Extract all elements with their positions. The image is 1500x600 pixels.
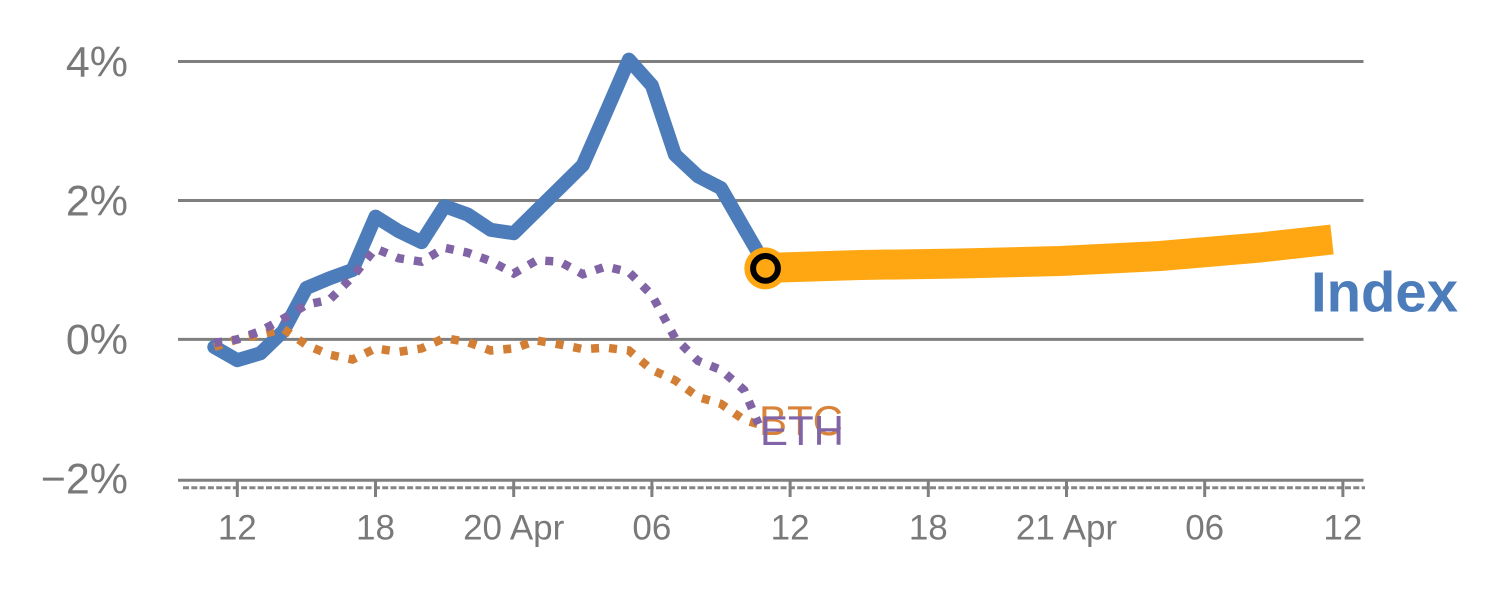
svg-text:ETH: ETH (760, 407, 844, 454)
svg-text:Index: Index (1311, 261, 1458, 325)
svg-text:06: 06 (632, 509, 671, 548)
svg-text:−2%: −2% (41, 456, 128, 504)
svg-text:18: 18 (356, 509, 395, 548)
svg-text:12: 12 (218, 509, 257, 548)
svg-text:12: 12 (1323, 509, 1362, 548)
svg-text:4%: 4% (66, 38, 128, 86)
svg-text:20 Apr: 20 Apr (463, 509, 565, 548)
svg-text:18: 18 (909, 509, 948, 548)
svg-text:BTC: BTC (759, 397, 843, 444)
svg-text:12: 12 (771, 509, 810, 548)
svg-text:06: 06 (1185, 509, 1224, 548)
svg-text:21 Apr: 21 Apr (1016, 509, 1118, 548)
svg-text:0%: 0% (66, 316, 128, 364)
svg-text:2%: 2% (66, 177, 128, 225)
